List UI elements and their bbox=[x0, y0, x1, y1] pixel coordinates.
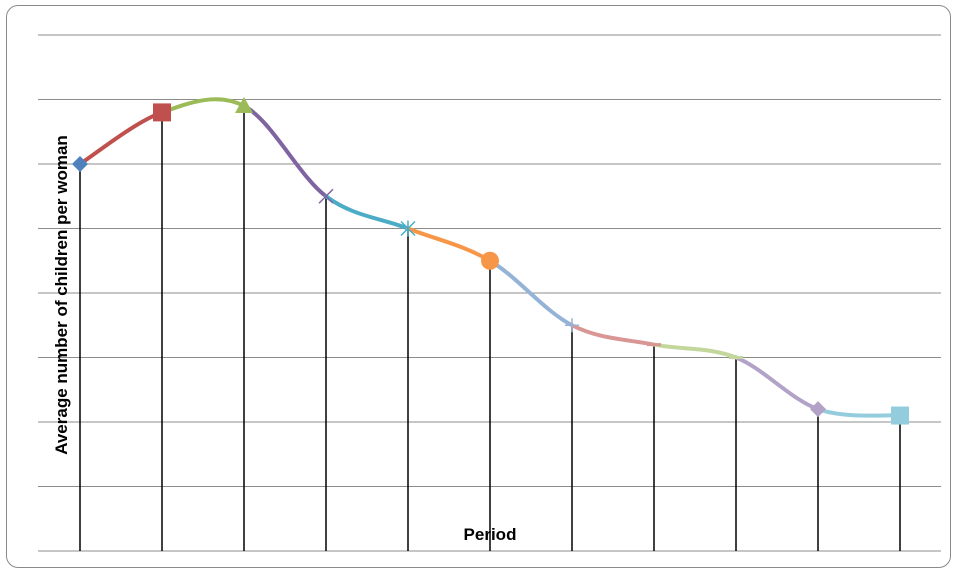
line-segment-9 bbox=[734, 355, 820, 412]
line-segment-1 bbox=[78, 110, 164, 166]
data-point-4 bbox=[318, 188, 334, 204]
line-segment-8 bbox=[652, 342, 738, 360]
drop-lines bbox=[79, 105, 901, 551]
data-point-11 bbox=[891, 406, 909, 425]
y-axis-label: Average number of children per woman bbox=[52, 135, 71, 455]
data-point-7 bbox=[565, 318, 579, 333]
data-point-6 bbox=[481, 251, 499, 270]
line-segment-5 bbox=[406, 226, 492, 263]
line-segment-6 bbox=[488, 258, 574, 328]
gridlines bbox=[38, 34, 941, 552]
line-segment-2 bbox=[160, 97, 246, 115]
chart-frame bbox=[6, 5, 951, 568]
data-point-10 bbox=[810, 401, 826, 418]
data-point-2 bbox=[153, 103, 171, 122]
data-point-1 bbox=[72, 156, 88, 172]
line-segment-10 bbox=[816, 407, 902, 418]
data-point-5 bbox=[400, 220, 416, 237]
data-markers bbox=[72, 96, 909, 425]
x-axis-label: Period bbox=[464, 525, 517, 544]
line-segment-4 bbox=[324, 194, 410, 231]
data-point-3 bbox=[235, 96, 253, 113]
line-segment-7 bbox=[570, 323, 656, 347]
line-segment-3 bbox=[242, 103, 328, 199]
series-line bbox=[78, 97, 902, 418]
